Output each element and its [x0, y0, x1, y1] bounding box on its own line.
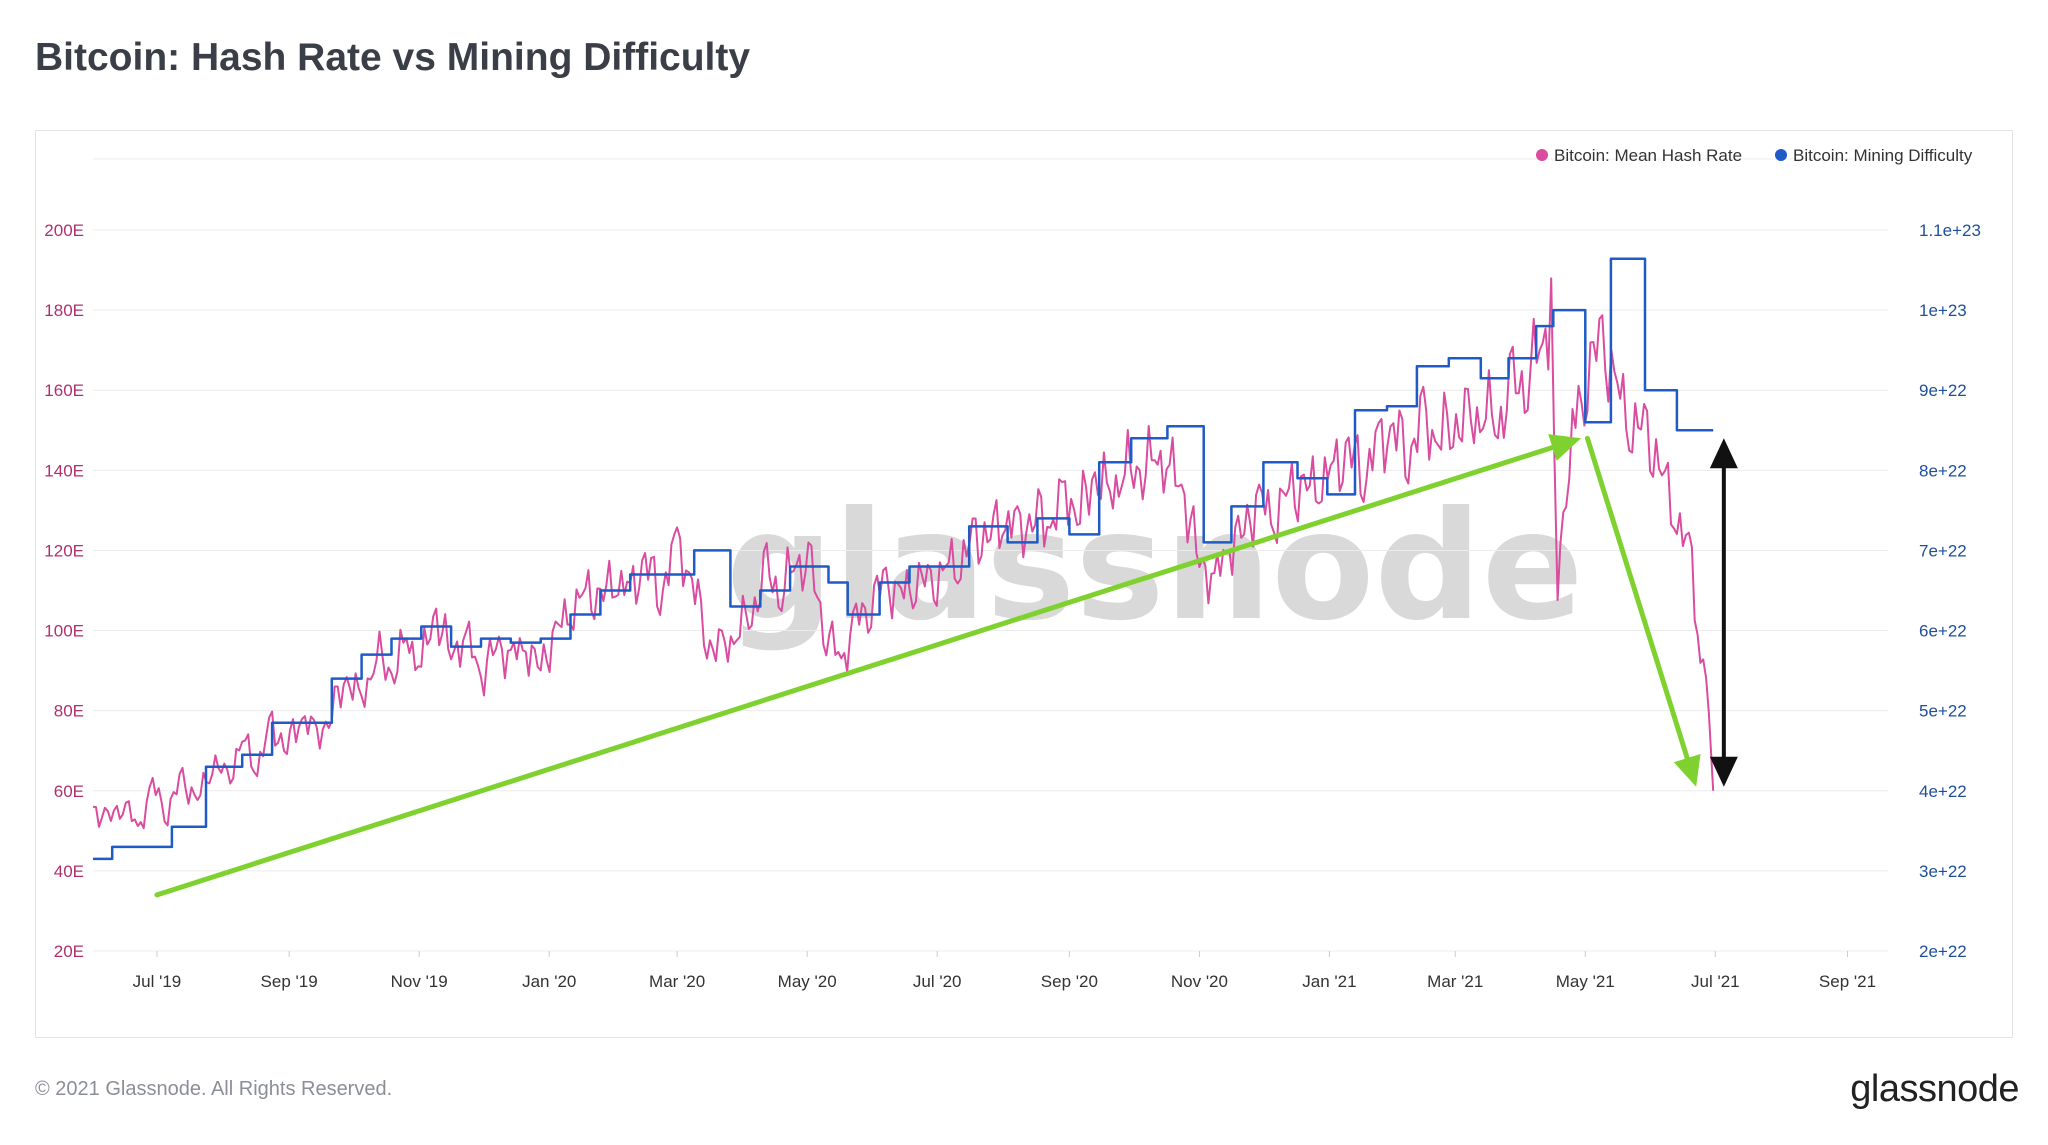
left-tick-label: 60E [54, 782, 84, 801]
x-tick-label: Jul '20 [913, 972, 962, 991]
right-tick-label: 2e+22 [1919, 942, 1967, 961]
grid-lines [93, 158, 1888, 952]
left-tick-label: 180E [44, 301, 84, 320]
green-arrow-head [1548, 434, 1582, 461]
left-tick-label: 20E [54, 942, 84, 961]
right-tick-label: 9e+22 [1919, 381, 1967, 400]
series-layer [92, 257, 1715, 861]
copyright-footer: © 2021 Glassnode. All Rights Reserved. [35, 1078, 393, 1100]
legend-dot [1536, 149, 1548, 161]
black-arrow-head-bottom [1709, 756, 1738, 787]
left-axis: 20E 40E 60E 80E 100E 120E 140E 160E 180E 200E [44, 221, 84, 961]
x-tick-label: Nov '19 [391, 972, 448, 991]
left-tick-label: 160E [44, 381, 84, 400]
x-tick-label: Mar '21 [1427, 972, 1483, 991]
right-tick-label: 8e+22 [1919, 461, 1967, 480]
chart-svg: glassnode 20E 40E 60E 80E 100E 120E 140E 160E 18… [44, 146, 1981, 991]
right-tick-label: 7e+22 [1919, 541, 1967, 560]
legend-item-hash-rate[interactable]: Bitcoin: Mean Hash Rate [1554, 146, 1742, 165]
x-tick-label: Jul '21 [1691, 972, 1740, 991]
x-tick-label: Jul '19 [133, 972, 182, 991]
left-tick-label: 200E [44, 221, 84, 240]
x-tick-label: Sep '21 [1819, 972, 1876, 991]
black-arrow-head-top [1709, 438, 1738, 469]
chart-panel: glassnode 20E 40E 60E 80E 100E 120E 140E 160E 18… [35, 130, 2013, 1038]
right-tick-label: 5e+22 [1919, 702, 1967, 721]
right-axis: 2e+22 3e+22 4e+22 5e+22 6e+22 7e+22 8e+22 9e+22… [1919, 221, 1981, 961]
watermark-text: glassnode [726, 480, 1584, 654]
x-tick-label: May '21 [1556, 972, 1615, 991]
legend-item-difficulty[interactable]: Bitcoin: Mining Difficulty [1793, 146, 1973, 165]
difficulty-line [93, 257, 1714, 861]
right-tick-label: 6e+22 [1919, 622, 1967, 641]
right-tick-label: 1.1e+23 [1919, 221, 1981, 240]
left-tick-label: 80E [54, 702, 84, 721]
green-arrow-head [1673, 753, 1701, 787]
brand-logo: glassnode [1850, 1068, 2019, 1110]
hash-rate-line [92, 277, 1715, 830]
right-tick-label: 3e+22 [1919, 862, 1967, 881]
left-tick-label: 40E [54, 862, 84, 881]
x-tick-label: Nov '20 [1171, 972, 1228, 991]
right-tick-label: 4e+22 [1919, 782, 1967, 801]
left-tick-label: 120E [44, 541, 84, 560]
left-tick-label: 140E [44, 461, 84, 480]
x-tick-label: Sep '19 [261, 972, 318, 991]
page-title: Bitcoin: Hash Rate vs Mining Difficulty [35, 36, 751, 79]
x-tick-label: Sep '20 [1041, 972, 1098, 991]
x-tick-label: May '20 [778, 972, 837, 991]
x-tick-label: Jan '21 [1302, 972, 1356, 991]
left-tick-label: 100E [44, 622, 84, 641]
legend[interactable]: Bitcoin: Mean Hash Rate Bitcoin: Mining D… [1536, 146, 1973, 165]
green-trend-arrow [1584, 435, 1690, 761]
x-axis: Jul '19 Sep '19 Nov '19 Jan '20 Mar '20 May '… [133, 951, 1876, 991]
legend-dot [1775, 149, 1787, 161]
right-tick-label: 1e+23 [1919, 301, 1967, 320]
x-tick-label: Jan '20 [522, 972, 576, 991]
green-trend-arrow [154, 444, 1555, 898]
x-tick-label: Mar '20 [649, 972, 705, 991]
annotation-layer [154, 434, 1738, 898]
